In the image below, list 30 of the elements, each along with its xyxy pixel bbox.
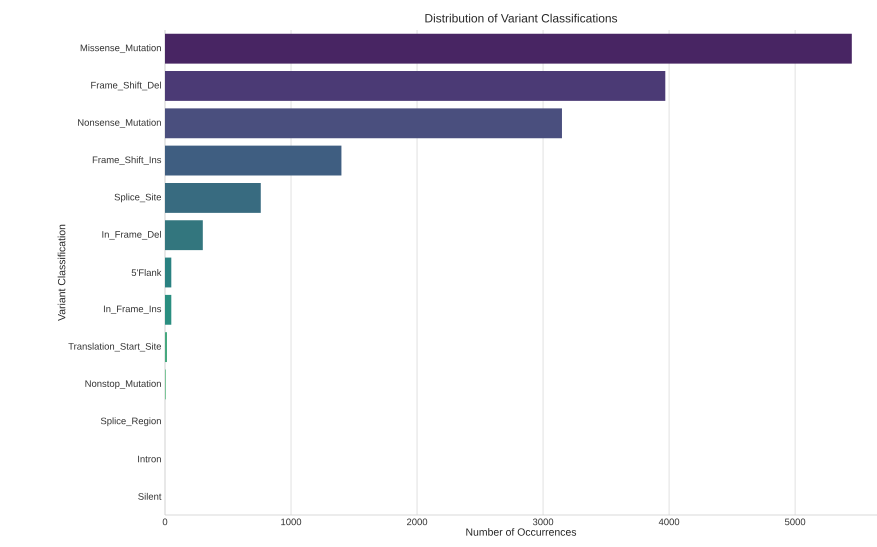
bar [165, 182, 261, 213]
bar [165, 258, 172, 288]
bar [165, 71, 666, 101]
y-tick-label: Silent [138, 492, 162, 500]
x-tick-label: 1000 [281, 518, 302, 526]
chart-title: Distribution of Variant Classifications [425, 14, 618, 22]
y-tick-label: Intron [138, 456, 161, 462]
y-tick-label: Nonstop_Mutation [85, 380, 161, 389]
y-tick-label: In_Frame_Del [102, 230, 161, 240]
x-tick-label: 3000 [532, 518, 554, 526]
x-tick-label: 4000 [658, 518, 680, 526]
bar [165, 294, 172, 325]
x-tick-label: 0 [162, 518, 168, 526]
y-tick-label: Frame_Shift_Ins [92, 156, 162, 165]
bar [165, 146, 342, 176]
x-tick-label: 2000 [406, 518, 428, 526]
x-axis-title: Number of Occurrences [466, 528, 576, 536]
y-tick-label: Splice_Region [100, 417, 161, 426]
y-axis-title: Variant Classification [58, 224, 66, 321]
y-tick-label: Splice_Site [114, 193, 162, 202]
bar [165, 220, 203, 250]
y-tick-label: Frame_Shift_Del [91, 82, 161, 90]
y-tick-label: Missense_Mutation [80, 44, 161, 54]
y-tick-label: 5'Flank [132, 269, 162, 276]
y-tick-label: Nonsense_Mutation [78, 118, 161, 128]
bar [165, 108, 562, 138]
x-tick-label: 5000 [784, 518, 806, 526]
y-tick-label: In_Frame_Ins [104, 306, 162, 314]
y-tick-label: Translation_Start_Site [68, 342, 162, 352]
bar [165, 34, 852, 64]
